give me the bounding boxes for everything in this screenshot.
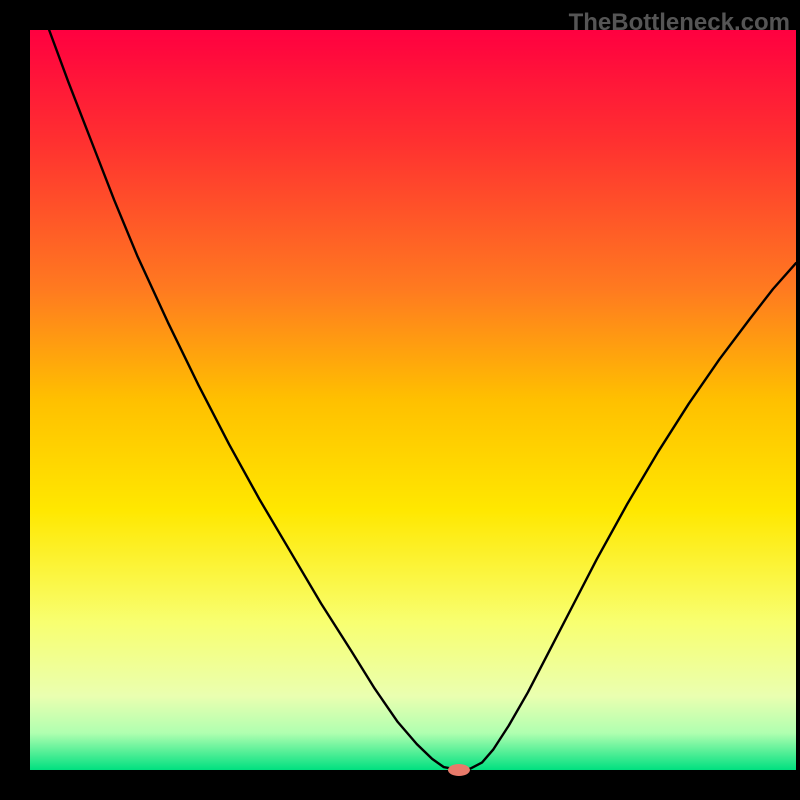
- bottleneck-chart: TheBottleneck.com: [0, 0, 800, 800]
- watermark-label: TheBottleneck.com: [569, 9, 790, 36]
- chart-container: TheBottleneck.com: [0, 0, 800, 800]
- plot-background: [30, 30, 796, 770]
- optimal-marker: [448, 764, 470, 776]
